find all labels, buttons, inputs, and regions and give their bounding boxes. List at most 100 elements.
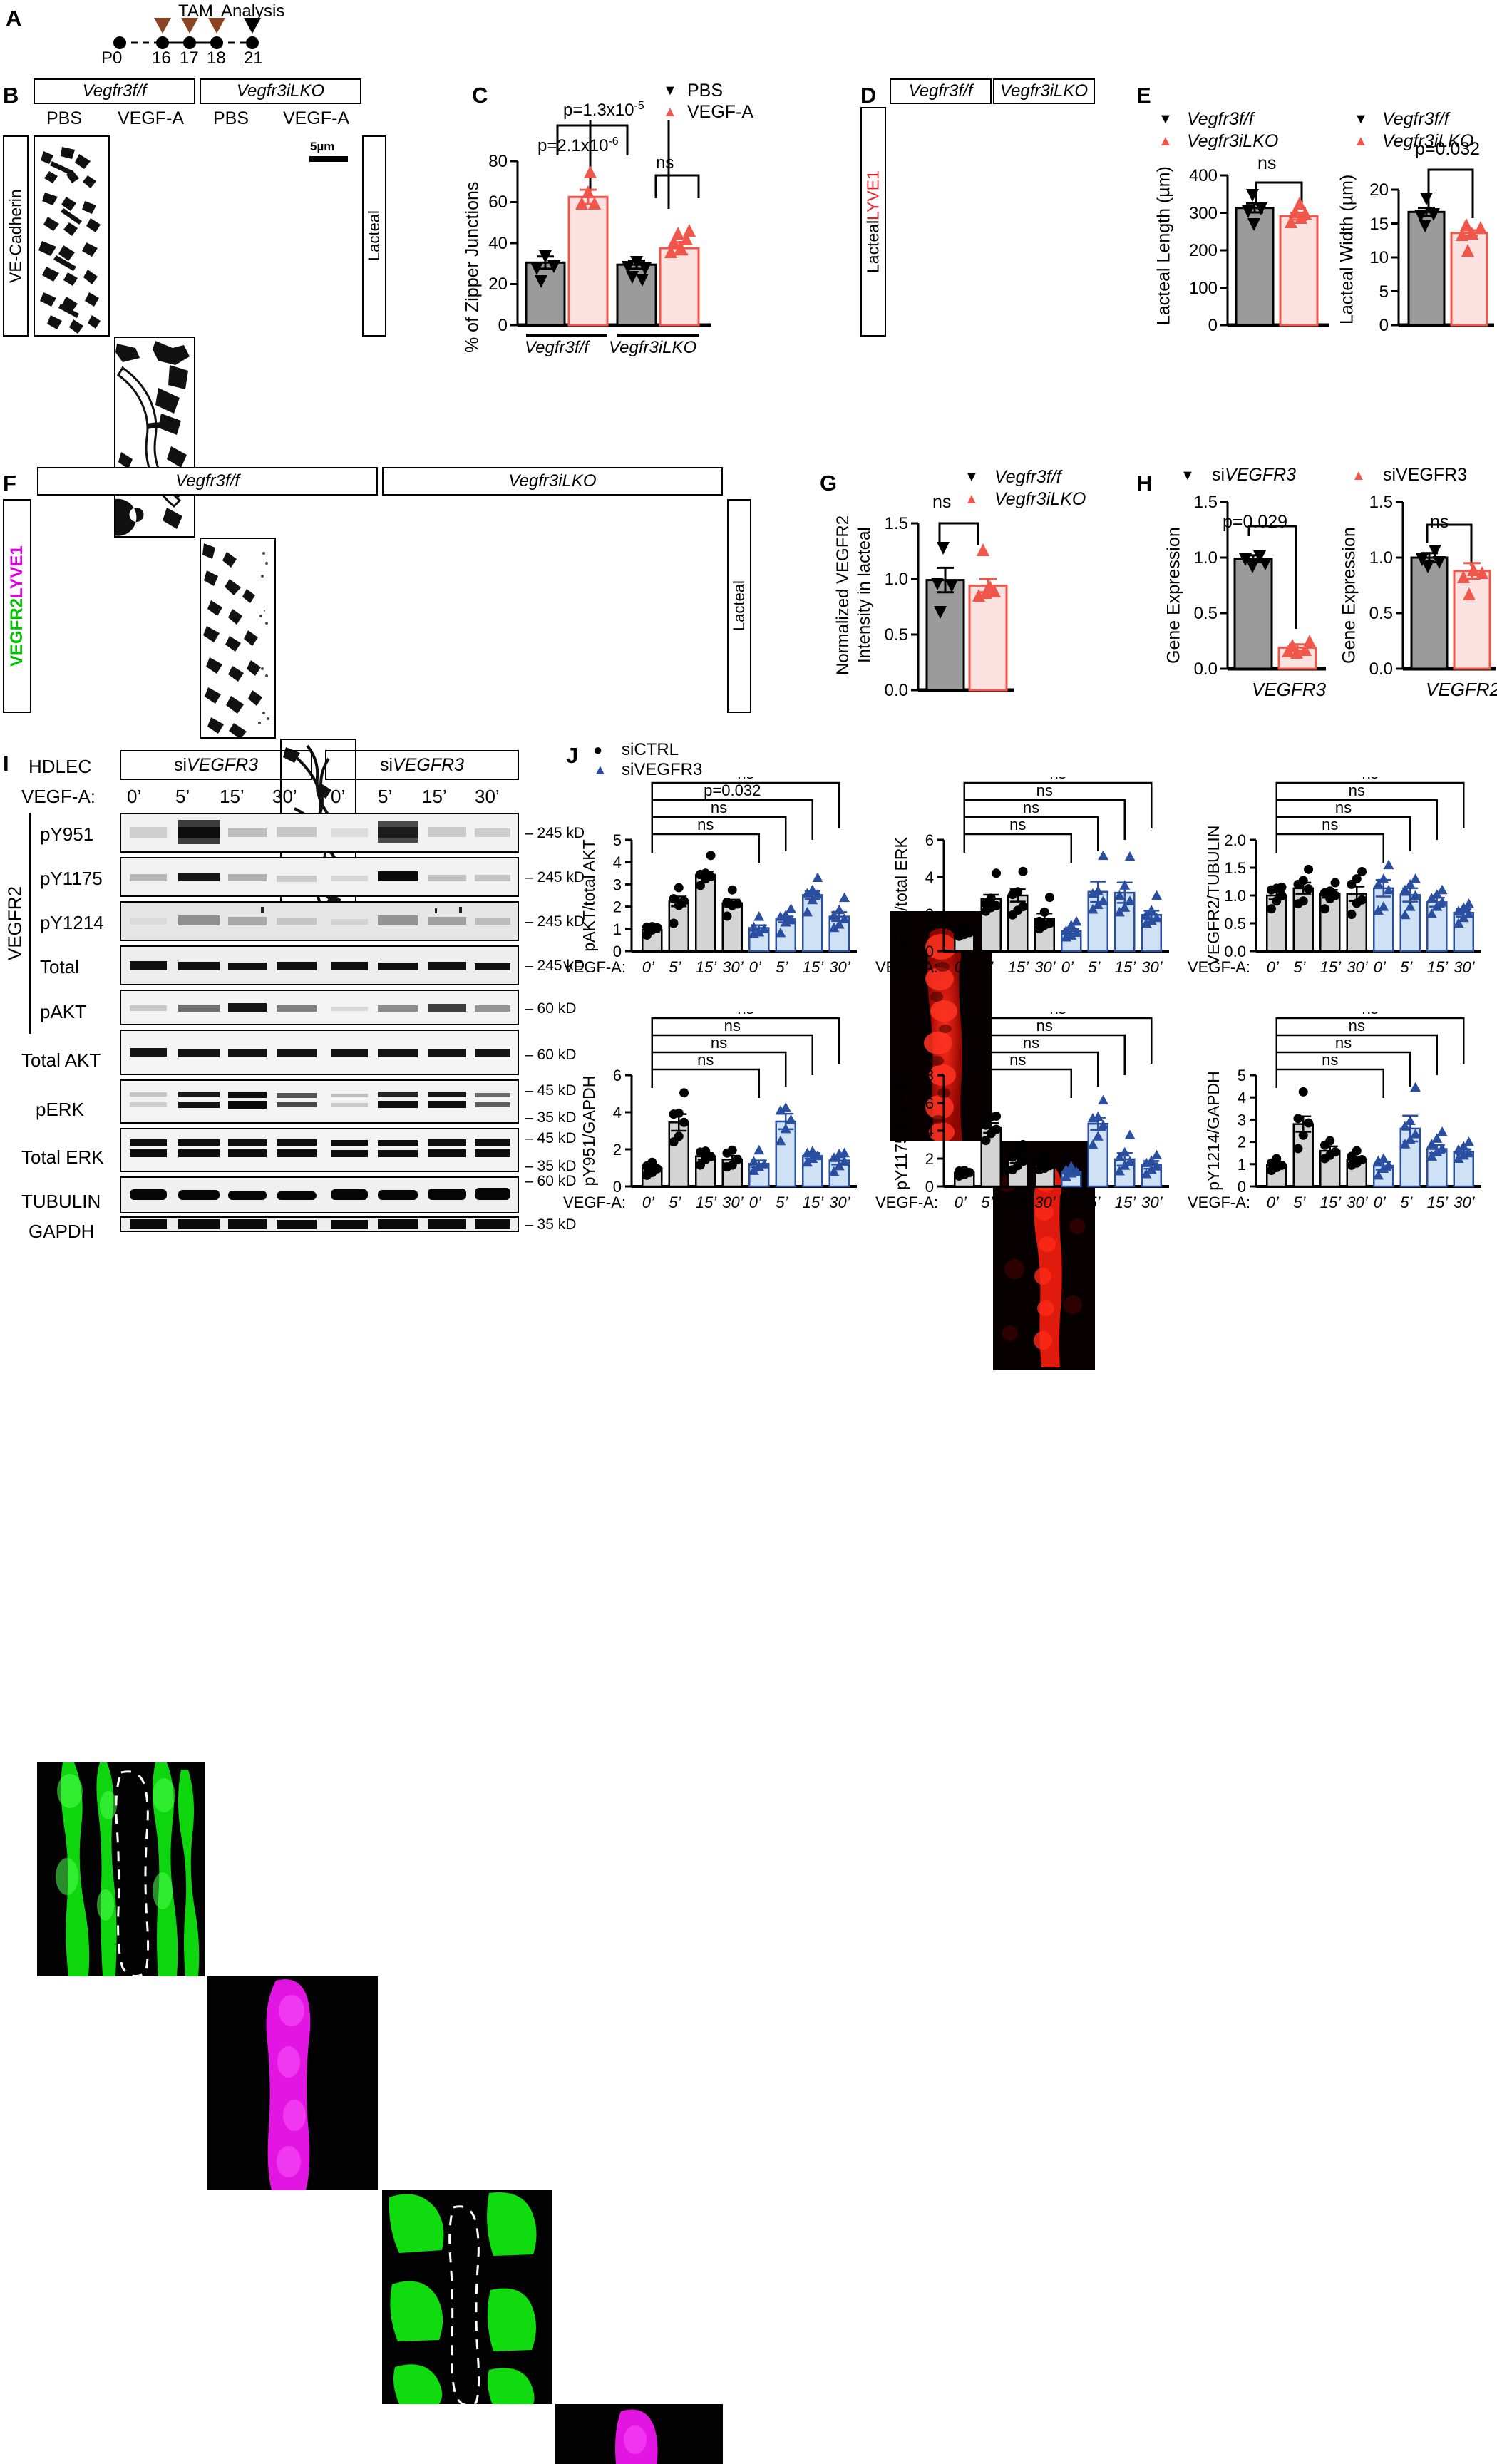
svg-text:2: 2 xyxy=(613,898,622,916)
chart-J6-xtick: 15’ xyxy=(1319,1194,1342,1211)
chart-J6-xtick: 5’ xyxy=(1400,1194,1413,1211)
panel-f-image-1 xyxy=(37,1762,205,1976)
chart-J4-xaxis-prefix: VEGF-A: xyxy=(563,1194,627,1211)
svg-text:3: 3 xyxy=(1238,1111,1246,1129)
panel-i-blot-3 xyxy=(120,945,519,985)
chart-J1-xtick: 0’ xyxy=(748,958,761,976)
panel-i-mw-0: ‒ 245 kD xyxy=(525,825,585,841)
panel-i-mw-6a: ‒ 45 kD xyxy=(525,1082,577,1099)
chart-J4-xtick: 5’ xyxy=(669,1194,681,1211)
panel-i-blot-label-4: pAKT xyxy=(40,1001,87,1022)
chart-J1-xtick: 0’ xyxy=(642,958,654,976)
svg-text:6: 6 xyxy=(925,831,934,849)
svg-text:pERK/total ERK: pERK/total ERK xyxy=(892,837,910,954)
chart-J2-xtick: 5’ xyxy=(981,958,994,976)
svg-text:ns: ns xyxy=(737,777,753,782)
svg-text:ns: ns xyxy=(1335,1034,1352,1052)
panel-b-group-1: Vegfr3f/f xyxy=(34,78,195,104)
svg-text:2: 2 xyxy=(613,1141,622,1159)
svg-text:pY1175/GAPDH: pY1175/GAPDH xyxy=(892,1072,910,1190)
svg-text:1.0: 1.0 xyxy=(1369,548,1393,568)
panel-i-blot-7 xyxy=(120,1128,519,1172)
svg-text:2: 2 xyxy=(1238,1134,1246,1151)
svg-text:ns: ns xyxy=(1009,816,1026,833)
panel-c-pval-1: p=2.1x10-6 xyxy=(537,135,619,155)
svg-text:400: 400 xyxy=(1189,166,1218,185)
svg-text:4: 4 xyxy=(925,868,934,886)
panel-e-right-sig: p=0.032 xyxy=(1415,139,1481,159)
panel-e-right-plot: 20 15 10 5 0 xyxy=(1369,168,1494,335)
svg-text:0.0: 0.0 xyxy=(1194,659,1218,679)
svg-text:60: 60 xyxy=(488,192,508,212)
panel-i-cellline: HDLEC xyxy=(29,756,92,777)
chart-J4-xtick: 0’ xyxy=(748,1194,761,1211)
svg-text:0.5: 0.5 xyxy=(1369,604,1393,623)
panel-e-left-ylabel: Lacteal Length (µm) xyxy=(1153,166,1174,326)
legend-marker-ko-g: ▲ xyxy=(964,491,979,507)
panel-f-image-3 xyxy=(382,2190,552,2404)
svg-text:1.5: 1.5 xyxy=(1194,493,1218,512)
panel-i-blot-label-8: TUBULIN xyxy=(21,1191,101,1212)
panel-j-chart-vegfr2: 0.00.51.01.52.0VEGFR2/TUBULINnsnsnsnsVEG… xyxy=(1188,777,1487,984)
panel-g-legend: ▼ Vegfr3f/f ▲ Vegfr3iLKO xyxy=(964,466,1086,510)
chart-J3-xtick: 5’ xyxy=(1400,958,1413,976)
chart-J6-xtick: 0’ xyxy=(1373,1194,1386,1211)
svg-text:4: 4 xyxy=(613,853,622,871)
panel-j-chart-py951: 0246pY951/GAPDHnsnsnsnsVEGF-A:0’5’15’30’… xyxy=(563,1012,863,1219)
panel-h-legend-sivegfr3: ▲ siVEGFR3 xyxy=(1352,465,1467,486)
chart-J5-xtick: 0’ xyxy=(954,1194,967,1211)
chart-J4-xtick: 15’ xyxy=(695,1194,717,1211)
chart-J2-xtick: 5’ xyxy=(1088,958,1101,976)
svg-text:1.0: 1.0 xyxy=(1194,548,1218,568)
svg-text:ns: ns xyxy=(1036,781,1053,799)
legend-marker-ko: ▲ xyxy=(1158,133,1173,149)
panel-i-blot-0 xyxy=(120,813,519,853)
panel-f-annot-lv-3: LV xyxy=(426,597,450,619)
panel-label-c: C xyxy=(472,83,488,108)
chart-J5-xtick: 15’ xyxy=(1114,1194,1136,1211)
panel-f-image-2 xyxy=(207,1976,378,2190)
legend-marker-j-sivegfr3: ▲ xyxy=(593,762,607,778)
panel-i-timerow-label: VEGF-A: xyxy=(21,786,96,807)
panel-i-blot-5 xyxy=(120,1030,519,1075)
svg-text:6: 6 xyxy=(925,1094,934,1112)
svg-text:0.5: 0.5 xyxy=(1224,915,1246,933)
panel-b-scalebar xyxy=(309,156,348,162)
chart-J3-xtick: 15’ xyxy=(1426,958,1449,976)
chart-J4-xtick: 30’ xyxy=(829,1194,850,1211)
panel-c-xlabel-2: Vegfr3iLKO xyxy=(609,338,697,357)
svg-text:1: 1 xyxy=(1238,1156,1246,1174)
panel-d-group-1: Vegfr3f/f xyxy=(890,78,992,104)
chart-J4-xtick: 0’ xyxy=(642,1194,654,1211)
svg-text:0: 0 xyxy=(498,316,508,335)
chart-J2-xtick: 30’ xyxy=(1034,958,1056,976)
legend-label-pbs: PBS xyxy=(687,80,724,101)
svg-text:15: 15 xyxy=(1369,215,1389,234)
panel-a-analysis-label: Analysis xyxy=(221,1,285,21)
panel-b-right-label: Lacteal xyxy=(362,135,386,337)
svg-text:4: 4 xyxy=(925,1122,934,1140)
panel-i-blot-label-1: pY1175 xyxy=(40,868,103,889)
svg-text:pY1214/GAPDH: pY1214/GAPDH xyxy=(1204,1071,1223,1190)
svg-text:100: 100 xyxy=(1189,279,1218,298)
legend-label-wt-2: Vegfr3f/f xyxy=(1382,108,1449,129)
panel-a-tam-label: TAM xyxy=(178,1,213,21)
panel-i-mw-1: ‒ 245 kD xyxy=(525,869,585,885)
chart-J2-xtick: 30’ xyxy=(1141,958,1163,976)
svg-text:1: 1 xyxy=(613,920,622,938)
chart-J3-xtick: 30’ xyxy=(1454,958,1475,976)
svg-text:0.5: 0.5 xyxy=(1194,604,1218,623)
legend-label-j-sictrl: siCTRL xyxy=(622,740,679,759)
legend-marker-sivegfr3: ▲ xyxy=(1352,467,1366,483)
chart-J5-xtick: 15’ xyxy=(1007,1194,1029,1211)
chart-J1-xtick: 5’ xyxy=(776,958,788,976)
panel-h-left-sig: p=0.029 xyxy=(1223,512,1288,532)
svg-text:0: 0 xyxy=(1379,316,1389,335)
panel-label-i: I xyxy=(3,751,9,776)
chart-J3-xtick: 15’ xyxy=(1319,958,1342,976)
panel-c-xlabel-1: Vegfr3f/f xyxy=(525,338,589,357)
panel-i-blot-label-7: Total ERK xyxy=(21,1146,104,1168)
panel-h-left-ylabel: Gene Expression xyxy=(1163,527,1184,664)
legend-marker-vegfa: ▲ xyxy=(663,104,677,120)
